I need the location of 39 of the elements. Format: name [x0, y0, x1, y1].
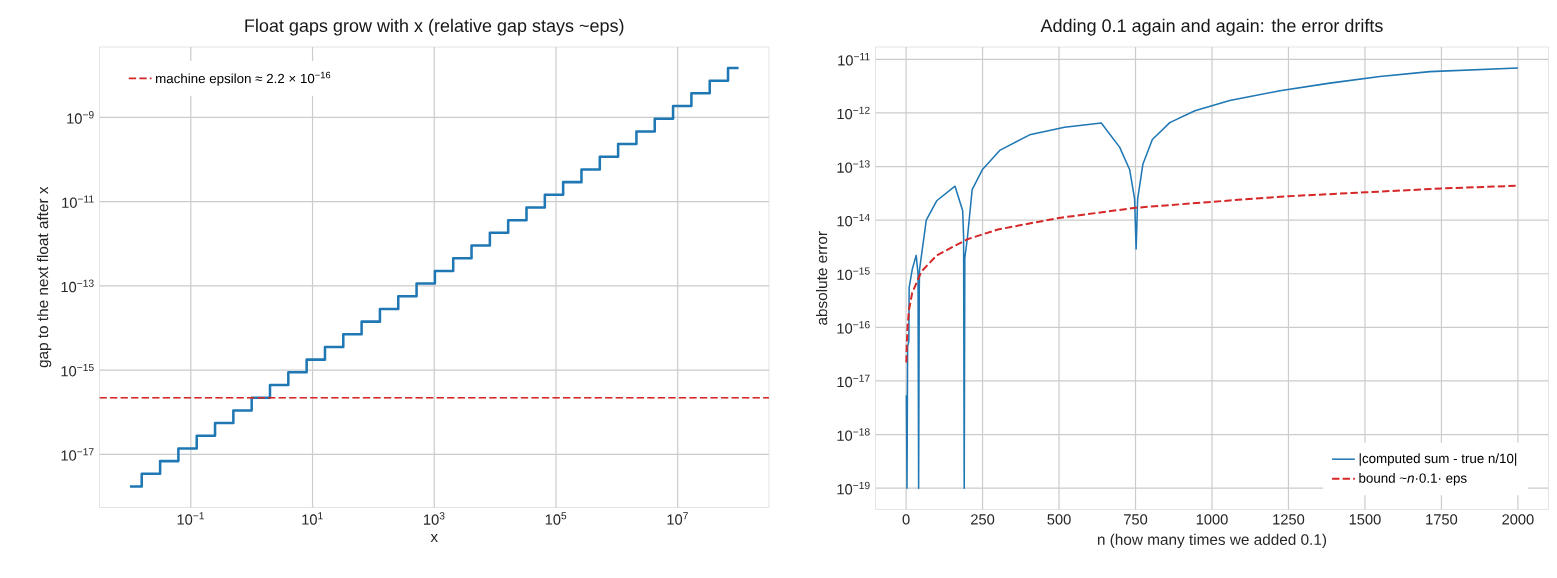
y-tick-label: 10$^{−17}$ — [61, 448, 94, 461]
x-tick-label: 10$^{5}$ — [545, 512, 567, 525]
y-tick-label: 10$^{−13}$ — [61, 279, 94, 293]
x-tick-label: 1500 — [1349, 514, 1381, 525]
x-tick-label: 10$^{−1}$ — [177, 512, 204, 525]
line-series — [905, 184, 1519, 364]
y-tick-label: 10$^{−9}$ — [67, 111, 94, 124]
x-tick-label: 1250 — [1273, 514, 1305, 525]
x-tick-label: 750 — [1124, 514, 1148, 525]
chart-title: Adding 0.1 again and again: the error drifts — [1040, 18, 1383, 36]
y-axis-title: gap to the next float after x — [36, 186, 52, 368]
y-tick-label: 10$^{−19}$ — [837, 481, 870, 495]
y-tick-label: 10$^{−16}$ — [837, 321, 870, 334]
x-tick-label: 0 — [902, 514, 910, 525]
x-tick-label: 10$^{7}$ — [667, 512, 688, 525]
x-tick-label: 1000 — [1196, 514, 1228, 525]
y-tick-label: 10$^{−17}$ — [837, 374, 870, 388]
y-tick-label: 10$^{−15}$ — [61, 363, 94, 377]
x-tick-label: 500 — [1047, 514, 1071, 525]
x-axis-title: n (how many times we added 0.1) — [1097, 533, 1327, 549]
x-tick-label: 10$^{3}$ — [424, 512, 445, 525]
y-tick-label: 10$^{−11}$ — [838, 53, 870, 66]
x-tick-label: 10$^{1}$ — [302, 512, 323, 525]
y-axis-title: absolute error — [815, 231, 828, 325]
legend-label: |computed sum - true n/10| — [1359, 453, 1517, 466]
x-axis-title: x — [430, 533, 438, 543]
y-tick-label: 10$^{−11}$ — [62, 195, 94, 208]
x-tick-label: 2000 — [1502, 514, 1534, 525]
y-tick-label: 10$^{−13}$ — [837, 160, 870, 173]
legend-label: machine epsilon ≈ 2.2 × 10$^{−16}$ — [156, 71, 331, 86]
y-tick-label: 10$^{−14}$ — [837, 213, 870, 227]
chart-title: Float gaps grow with x (relative gap stays ~eps) — [245, 18, 624, 36]
y-tick-label: 10$^{−18}$ — [837, 428, 870, 441]
x-tick-label: 1750 — [1426, 514, 1458, 525]
y-tick-label: 10$^{−12}$ — [837, 106, 870, 120]
x-tick-label: 250 — [971, 514, 995, 525]
line-series — [905, 67, 1519, 489]
y-tick-label: 10$^{−15}$ — [837, 267, 870, 281]
legend-label: bound ~n·0.1· eps — [1359, 473, 1467, 486]
